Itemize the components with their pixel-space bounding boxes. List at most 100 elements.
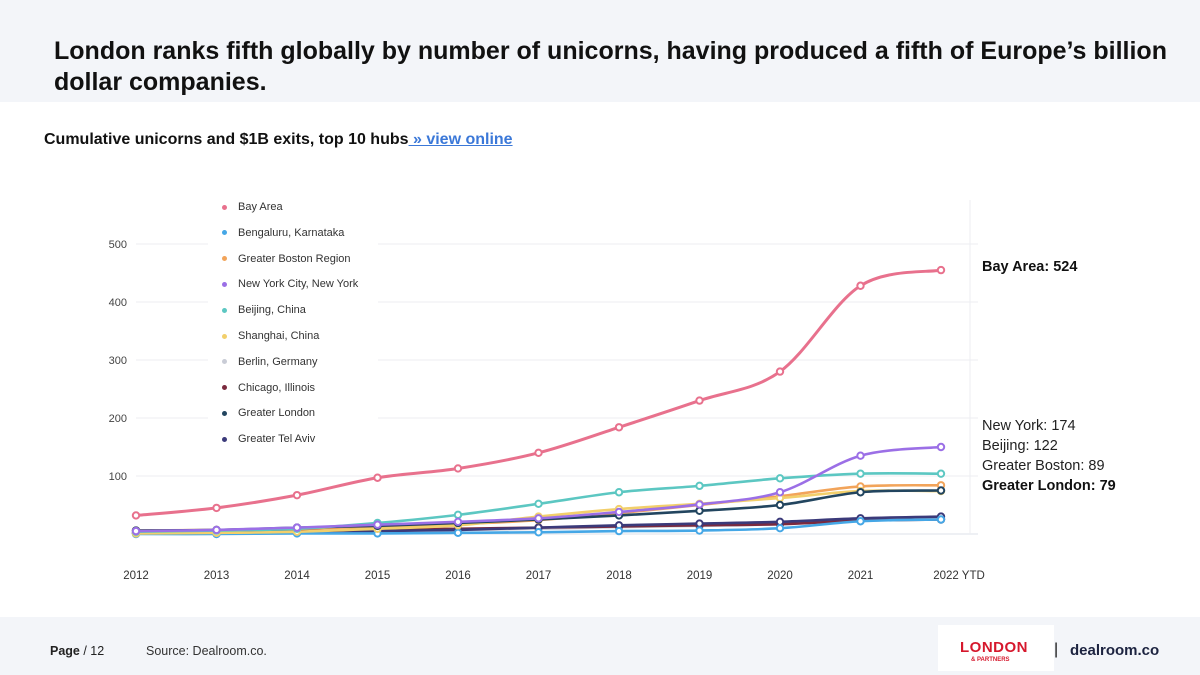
data-point-bay-area: [936, 265, 946, 275]
data-point-bay-area: [292, 490, 302, 500]
line-chart: 100 200 300 400 500 2012 2013 2014 2015 2016 2017 2…: [109, 200, 985, 582]
annotation-beijing: Beijing: 122: [982, 438, 1058, 454]
y-tick-label: 200: [109, 413, 127, 425]
x-tick-label: 2012: [123, 570, 149, 582]
data-point-new-york-city-new-york: [212, 525, 221, 535]
data-point-bengaluru-karnataka: [534, 528, 543, 537]
x-tick-label: 2016: [445, 570, 471, 582]
series-line-new-york-city-new-york: [134, 445, 943, 533]
x-tick-label: 2021: [848, 570, 874, 582]
data-point-new-york-city-new-york: [373, 520, 382, 529]
data-point-bay-area: [856, 281, 865, 290]
data-point-bay-area: [534, 448, 543, 457]
london-partners-logo: LONDON & PARTNERS: [938, 625, 1054, 671]
legend-item: Shanghai, China: [222, 327, 319, 345]
data-point-beijing-china: [936, 469, 946, 478]
data-point-bay-area: [614, 423, 624, 432]
legend-marker: [222, 307, 227, 313]
view-online-link[interactable]: » view online: [408, 131, 513, 148]
x-tick-label: 2019: [687, 570, 713, 582]
partners-logo-text: & PARTNERS: [971, 657, 1010, 663]
dealroom-logo: dealroom.co: [1070, 642, 1160, 659]
data-point-beijing-china: [534, 499, 543, 509]
y-tick-label: 400: [109, 297, 127, 309]
slide-title: London ranks fifth globally by number of…: [54, 37, 1167, 96]
x-tick-label: 2013: [204, 570, 230, 582]
annotation-boston: Greater Boston: 89: [982, 458, 1105, 474]
brand-separator: |: [1054, 641, 1059, 658]
data-point-bay-area: [775, 367, 785, 376]
legend-label: Chicago, Illinois: [238, 381, 316, 394]
data-point-bengaluru-karnataka: [775, 524, 785, 533]
page-total: / 12: [79, 644, 105, 658]
legend-label: Beijing, China: [238, 304, 306, 317]
legend-label: New York City, New York: [238, 278, 359, 291]
legend-item: Chicago, Illinois: [222, 379, 315, 397]
london-logo-text: LONDON: [960, 639, 1028, 656]
annotation-bay-area: Bay Area: 524: [982, 259, 1078, 275]
source-note: Source: Dealroom.co.: [146, 644, 267, 658]
legend-item: Bay Area: [222, 198, 283, 216]
legend-marker: [222, 204, 227, 210]
legend-item: Beijing, China: [222, 301, 306, 319]
data-point-beijing-china: [775, 474, 785, 483]
x-tick-label: 2017: [526, 570, 552, 582]
data-point-bay-area: [453, 464, 463, 473]
legend-label: Greater London: [238, 407, 316, 420]
data-point-bay-area: [373, 473, 382, 482]
data-point-greater-tel-aviv: [695, 519, 704, 528]
legend-marker: [222, 230, 227, 236]
data-point-bay-area: [695, 396, 704, 405]
data-point-greater-london: [936, 486, 946, 495]
chart-subtitle-text: Cumulative unicorns and $1B exits, top 1…: [44, 131, 409, 148]
page-label: Page: [50, 644, 80, 658]
x-tick-label: 2020: [767, 570, 793, 582]
legend-label: Greater Boston Region: [238, 252, 351, 265]
data-point-bengaluru-karnataka: [453, 528, 463, 538]
data-point-greater-london: [775, 500, 785, 510]
chart-legend: Bay Area Bengaluru, Karnataka Greater Bost…: [208, 193, 378, 455]
data-point-beijing-china: [453, 510, 463, 520]
legend-label: Bengaluru, Karnataka: [238, 226, 345, 239]
legend-label: Berlin, Germany: [238, 355, 318, 368]
legend-label: Shanghai, China: [238, 330, 320, 342]
legend-item: New York City, New York: [222, 275, 358, 293]
data-point-new-york-city-new-york: [614, 507, 624, 517]
data-point-greater-london: [856, 488, 865, 497]
y-tick-label: 500: [109, 239, 127, 251]
annotation-new-york: New York: 174: [982, 418, 1076, 434]
x-tick-label: 2015: [365, 570, 391, 582]
data-point-new-york-city-new-york: [131, 526, 141, 536]
legend-marker: [222, 385, 227, 391]
chart-subtitle: Cumulative unicorns and $1B exits, top 1…: [44, 131, 513, 149]
x-tick-label: 2014: [284, 570, 310, 582]
x-tick-label: 2022 YTD: [933, 570, 985, 582]
data-point-new-york-city-new-york: [695, 500, 704, 509]
annotation-london: Greater London: 79: [982, 478, 1116, 494]
data-point-bay-area: [212, 503, 221, 513]
legend-item: Greater Boston Region: [222, 250, 351, 268]
data-point-bengaluru-karnataka: [856, 517, 865, 526]
legend-item: Berlin, Germany: [222, 353, 317, 371]
legend-item: Bengaluru, Karnataka: [222, 224, 344, 242]
legend-marker: [222, 436, 227, 442]
data-point-bengaluru-karnataka: [614, 526, 624, 536]
legend-label: Bay Area: [238, 201, 283, 213]
slide-header: [0, 0, 1200, 102]
legend-marker: [222, 410, 227, 416]
data-point-new-york-city-new-york: [856, 451, 865, 460]
legend-marker: [222, 281, 227, 287]
data-point-new-york-city-new-york: [292, 523, 302, 532]
legend-item: Greater London: [222, 404, 315, 422]
page-indicator: Page / 12: [50, 644, 104, 658]
data-point-new-york-city-new-york: [453, 517, 463, 527]
x-tick-label: 2018: [606, 570, 632, 582]
legend-label: Greater Tel Aviv: [238, 433, 316, 446]
data-point-new-york-city-new-york: [534, 514, 543, 523]
y-tick-label: 300: [109, 355, 127, 367]
data-point-new-york-city-new-york: [775, 488, 785, 497]
data-point-new-york-city-new-york: [936, 442, 946, 452]
y-tick-label: 100: [109, 471, 127, 483]
data-point-beijing-china: [695, 481, 704, 491]
data-point-bengaluru-karnataka: [695, 526, 704, 535]
